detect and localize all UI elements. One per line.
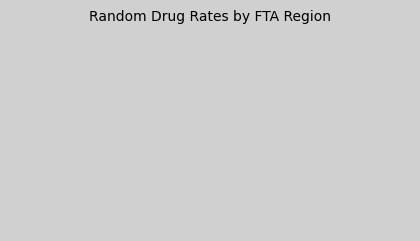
Title: Random Drug Rates by FTA Region: Random Drug Rates by FTA Region: [89, 10, 331, 24]
